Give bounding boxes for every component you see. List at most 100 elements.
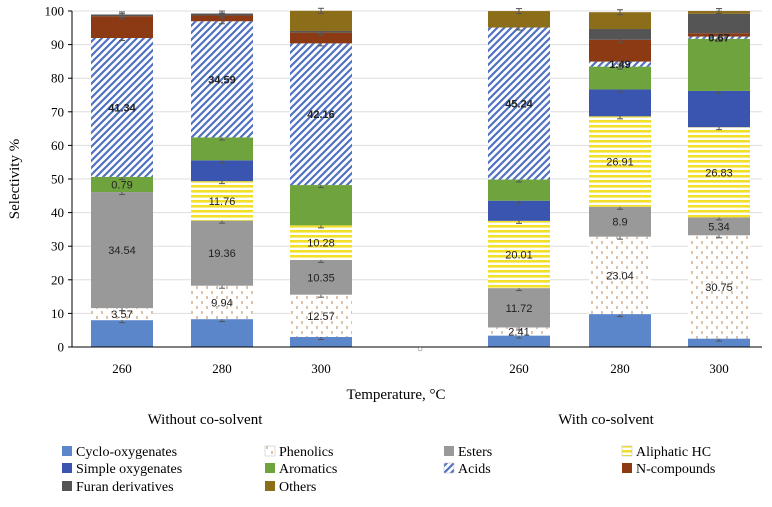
axes: 0 10 20 30 40 50 60 70 80 90 100 260 280 300 260 280 300… [7, 4, 762, 428]
data-label: 30.75 [705, 282, 733, 294]
legend-label: N-compounds [636, 462, 715, 477]
data-label: 2.41 [508, 327, 529, 339]
data-label: 23.04 [606, 270, 634, 282]
data-label: 8.9 [612, 217, 627, 229]
legend-label: Phenolics [279, 445, 333, 460]
x-tick-label: 280 [212, 361, 232, 376]
data-label: 0.79 [111, 179, 132, 191]
bar-segment-n-compounds [290, 32, 352, 44]
legend-label: Aliphatic HC [636, 445, 711, 460]
legend-swatch [62, 463, 72, 473]
legend-swatch [444, 446, 454, 456]
x-axis-title: Temperature, °C [346, 387, 445, 403]
data-label: 34.59 [208, 74, 236, 86]
bar-segment-simple-oxygenates [688, 90, 750, 128]
bar-segment-phenolics [191, 285, 253, 320]
bar-segment-others [589, 12, 651, 30]
data-label: 19.36 [208, 248, 236, 260]
bar-segment-n-compounds [91, 16, 153, 39]
bar-segment-aliphatic-hc [589, 116, 651, 207]
legend-label: Simple oxygenates [76, 462, 182, 477]
data-label: 26.83 [705, 167, 733, 179]
legend-swatch [62, 446, 72, 456]
bar-segment-cyclo-oxygenates [589, 314, 651, 347]
group-label: Without co-solvent [148, 412, 264, 428]
bar-segment-aromatics [290, 185, 352, 226]
bar-segment-aliphatic-hc [191, 181, 253, 221]
bar-segment-esters [688, 217, 750, 236]
bar-segment-aromatics [488, 179, 550, 201]
bar-segment-cyclo-oxygenates [688, 338, 750, 347]
data-labels: 3.57 34.54 0.79 41.34 9.94 19.36 11.76 34.59 12.… [108, 33, 733, 339]
bar-segment-aromatics [688, 38, 750, 91]
data-label: 11.76 [209, 196, 236, 208]
data-label: 26.91 [606, 157, 634, 169]
legend-swatch [62, 481, 72, 491]
bar-segment-aromatics [91, 176, 153, 193]
bar-segment-cyclo-oxygenates [290, 336, 352, 347]
bar-segment-acids [290, 43, 352, 186]
data-label: 45.24 [505, 99, 533, 111]
y-tick-label: 60 [51, 138, 64, 153]
y-axis-title: Selectivity % [7, 139, 23, 219]
data-label: 10.35 [307, 272, 335, 284]
bar-segment-esters [290, 259, 352, 295]
y-tick-label: 50 [51, 172, 64, 187]
data-label: 3.57 [111, 309, 132, 321]
group-label: With co-solvent [558, 412, 654, 428]
y-tick-label: 20 [51, 272, 64, 287]
legend-swatch [265, 463, 275, 473]
gridlines [72, 10, 762, 314]
bar-segment-furan-derivatives [589, 29, 651, 40]
x-tick-label: 260 [509, 361, 529, 376]
x-tick-label: 300 [709, 361, 729, 376]
legend-swatch [265, 481, 275, 491]
legend: Cyclo-oxygenates Phenolics Esters Aliphatic… [62, 445, 715, 495]
y-tick-label: 100 [45, 4, 65, 19]
bar-segment-n-compounds [589, 39, 651, 62]
bars [91, 7, 750, 347]
data-label: 34.54 [108, 245, 136, 257]
bar-segment-phenolics [589, 236, 651, 315]
data-label: 42.16 [307, 109, 335, 121]
data-label: 10.28 [307, 238, 335, 250]
bar-segment-simple-oxygenates [488, 200, 550, 221]
data-label: 12.57 [307, 311, 335, 323]
legend-swatch [264, 445, 276, 457]
bar-segment-phenolics [688, 235, 750, 339]
bar-segment-simple-oxygenates [589, 89, 651, 117]
axis-break-marker: ○ [417, 344, 423, 355]
legend-label: Acids [458, 462, 491, 477]
legend-swatch [443, 462, 455, 474]
data-label: 11.72 [506, 303, 533, 315]
x-tick-label: 300 [311, 361, 331, 376]
y-tick-label: 30 [51, 239, 64, 254]
data-label: 41.34 [108, 102, 136, 114]
bar-segment-aliphatic-hc [688, 127, 750, 218]
bar-segment-aromatics [191, 137, 253, 161]
legend-swatch [621, 445, 633, 457]
y-tick-label: 90 [51, 37, 64, 52]
legend-label: Cyclo-oxygenates [76, 445, 177, 460]
bar-segment-others [488, 11, 550, 28]
bar-segment-cyclo-oxygenates [488, 335, 550, 347]
bar-segment-cyclo-oxygenates [191, 319, 253, 347]
bar-segment-acids [488, 27, 550, 180]
bar-segment-acids [191, 21, 253, 138]
y-tick-label: 40 [51, 205, 64, 220]
y-tick-label: 70 [51, 104, 64, 119]
bar-segment-phenolics [488, 327, 550, 336]
x-tick-label: 260 [112, 361, 132, 376]
bar-segment-esters [191, 220, 253, 286]
legend-label: Furan derivatives [76, 480, 174, 495]
data-label: 9.94 [211, 297, 232, 309]
x-tick-label: 280 [610, 361, 630, 376]
bar-segment-acids [91, 38, 153, 177]
y-tick-label: 80 [51, 71, 64, 86]
legend-swatch [622, 463, 632, 473]
y-tick-label: 0 [58, 340, 65, 355]
legend-label: Others [279, 480, 316, 495]
bar-segment-aliphatic-hc [290, 225, 352, 260]
y-tick-label: 10 [51, 306, 64, 321]
